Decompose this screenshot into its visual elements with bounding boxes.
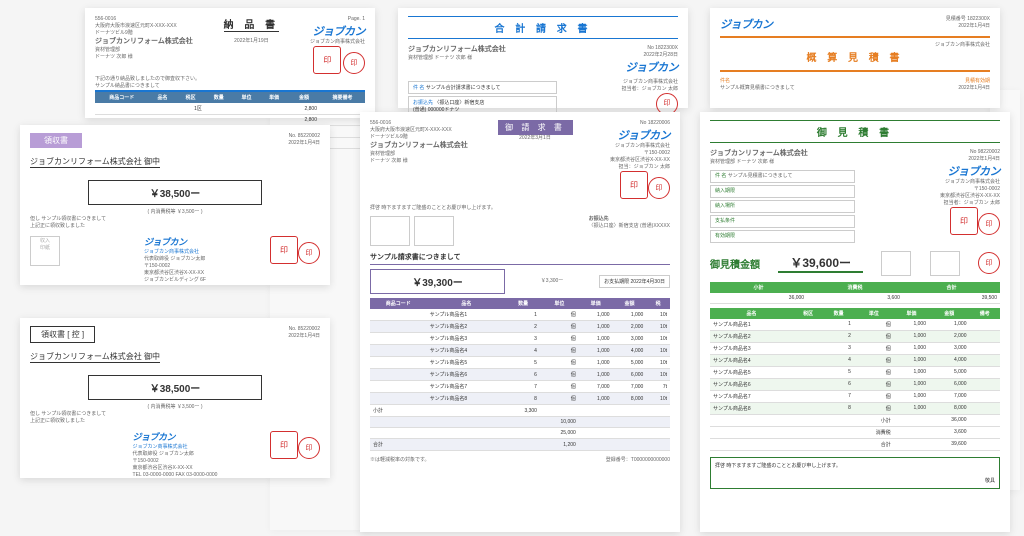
seal-s (648, 177, 670, 199)
goukei-company: ジョブカンリフォーム株式会社 (408, 45, 506, 55)
goukei-title: 合 計 請 求 書 (408, 16, 678, 39)
goukei-docno: No 1822300X (626, 45, 679, 52)
goukei-date: 2022年2月28日 (626, 52, 679, 59)
seikyuu-title: 御 請 求 書 (498, 120, 573, 135)
ryoshu1-amount: ￥38,500ー (88, 180, 262, 205)
seikyuu-table: 商品コード品名数量単位単価金額税サンプル商品名11個1,0001,00010tサ… (370, 298, 670, 451)
nouhin-dept: 資材管理部 (95, 47, 193, 54)
ryoshu2-title: 領収書 [ 控 ] (30, 326, 95, 343)
nouhinsho-doc: 556-0016 大阪府大阪市浪速区元町X-XXX-XXX ドーナツビル9階 ジ… (85, 8, 375, 118)
logo-nouhin: ジョブカン (310, 23, 365, 39)
nouhin-addr1: 大阪府大阪市浪速区元町X-XXX-XXX (95, 23, 193, 30)
stamp-r1 (270, 236, 298, 264)
nouhin-date: 2022年1月19日 (224, 38, 280, 45)
ryoshu1-title: 領収書 (30, 133, 82, 148)
seal-m (978, 213, 1000, 235)
seal-r1 (298, 242, 320, 264)
nouhin-page: Page. 1 (310, 16, 365, 23)
seal-icon (343, 52, 365, 74)
ryoshu1-to: ジョブカンリフォーム株式会社 御中 (30, 156, 160, 168)
nouhin-company: ジョブカンリフォーム株式会社 (95, 37, 193, 47)
stamp-s (620, 171, 648, 199)
goukei-doc: 合 計 請 求 書 ジョブカンリフォーム株式会社 資材管理部 ドーナツ 次郎 様… (398, 8, 688, 108)
mitsumori-doc: 御 見 積 書 ジョブカンリフォーム株式会社 資材管理部 ドーナツ 次郎 様 件… (700, 112, 1010, 532)
goukei-dept: 資材管理部 ドーナツ 次郎 様 (408, 55, 506, 62)
nouhin-subject: サンプル納品書につきまして (95, 83, 365, 92)
nouhin-code: 556-0016 (95, 16, 193, 23)
nouhin-addr2: ドーナツビル9階 (95, 30, 193, 37)
logo-gaisan: ジョブカン (720, 16, 773, 32)
seal-m2 (978, 252, 1000, 274)
seikyuu-doc: 556-0016 大阪府大阪市浪速区元町X-XXX-XXX ドーナツビル9階 ジ… (360, 112, 680, 532)
gaisan-doc: ジョブカン 見積番号 1822300X 2022年1月4日 ジョブカン商事株式会… (710, 8, 1000, 108)
mitsumori-title: 御 見 積 書 (710, 120, 1000, 143)
gaisan-title: 概 算 見 積 書 (720, 49, 990, 64)
nouhin-person: ドーナツ 次郎 様 (95, 54, 193, 61)
stamp-r2 (270, 431, 298, 459)
ryoshu1-doc: 領収書 No. 85220002 2022年1月4日 ジョブカンリフォーム株式会… (20, 125, 330, 285)
logo-goukei: ジョブカン (626, 59, 679, 75)
seal-r2 (298, 437, 320, 459)
mitsumori-table: 品名税区数量単位単価金額備考サンプル商品名11個1,0001,000サンプル商品… (710, 308, 1000, 451)
nouhin-title: 納 品 書 (224, 16, 280, 32)
stamp-m (950, 207, 978, 235)
stamp-icon (313, 46, 341, 74)
nouhin-note: 下記の通り納品致しましたので御査収下さい。 (95, 76, 365, 83)
ryoshu2-doc: 領収書 [ 控 ] No. 85220002 2022年1月4日 ジョブカンリフ… (20, 318, 330, 478)
